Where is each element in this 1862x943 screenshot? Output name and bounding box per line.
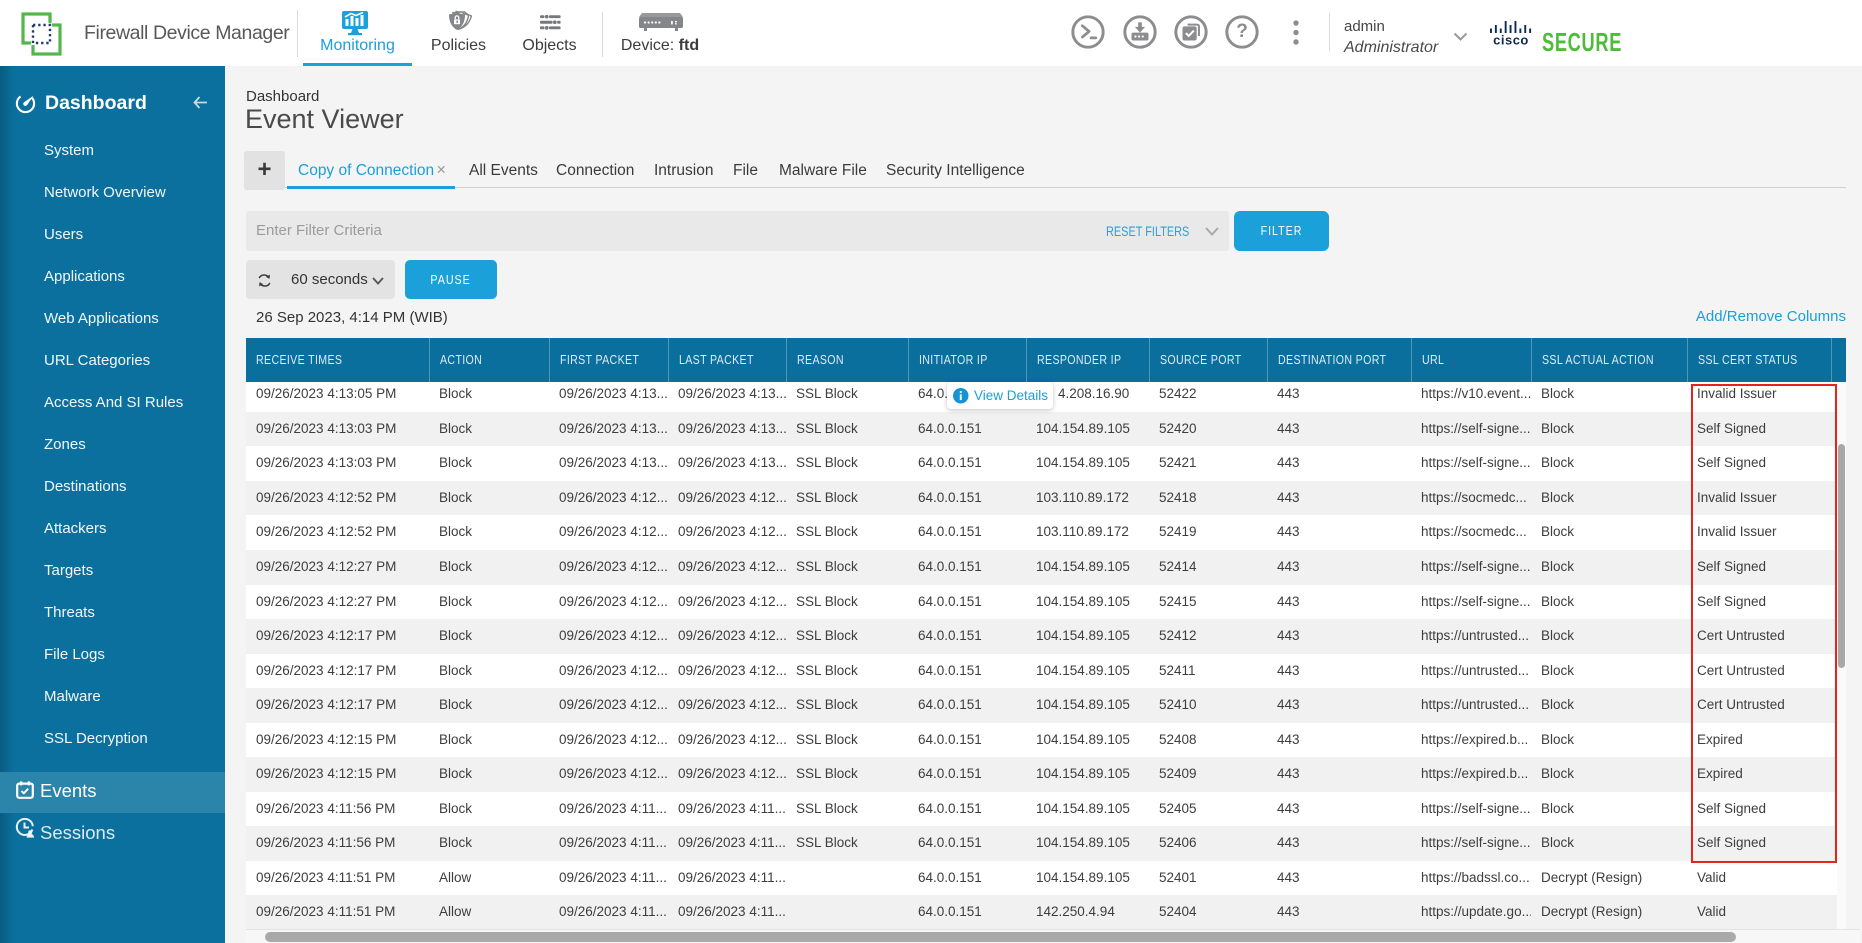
svg-text:cisco: cisco xyxy=(1493,33,1529,48)
